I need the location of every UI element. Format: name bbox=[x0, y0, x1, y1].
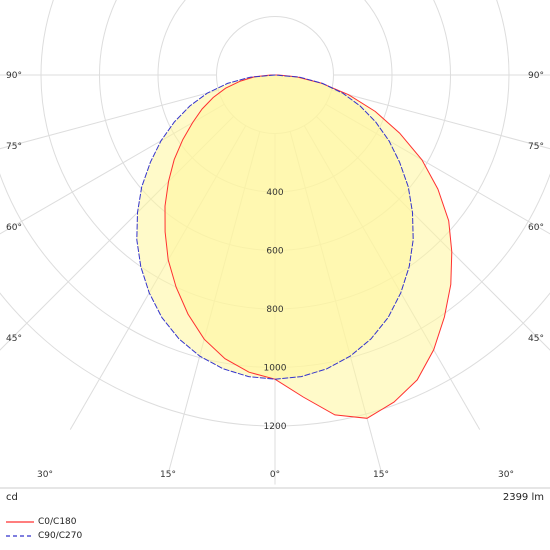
legend-swatch-solid bbox=[6, 521, 34, 523]
angle-label-left: 60° bbox=[6, 223, 22, 233]
lumen-value: 2399 lm bbox=[502, 492, 544, 503]
series-fill-1 bbox=[136, 75, 414, 380]
angle-label-right: 75° bbox=[528, 142, 544, 152]
legend: C0/C180 C90/C270 bbox=[6, 515, 82, 543]
angle-label-left: 75° bbox=[6, 142, 22, 152]
radial-tick-label: 400 bbox=[266, 188, 283, 198]
angle-label-bottom: 30° bbox=[37, 470, 53, 480]
radial-tick-label: 1000 bbox=[264, 364, 287, 374]
angle-label-bottom: 30° bbox=[498, 470, 514, 480]
grid-spoke-75 bbox=[331, 89, 550, 150]
radial-tick-label: 600 bbox=[266, 247, 283, 257]
legend-label-c90: C90/C270 bbox=[38, 531, 83, 541]
angle-label-bottom: 15° bbox=[373, 470, 389, 480]
series-curves bbox=[136, 74, 453, 419]
grid-spoke--75 bbox=[0, 89, 219, 150]
angle-label-bottom: 15° bbox=[160, 470, 176, 480]
legend-label-c0: C0/C180 bbox=[38, 517, 77, 527]
angle-label-bottom: 0° bbox=[270, 470, 280, 480]
legend-item-c90: C90/C270 bbox=[6, 529, 82, 543]
angle-label-right: 60° bbox=[528, 223, 544, 233]
legend-swatch-dashed bbox=[6, 535, 34, 537]
axis-labels: 400 600 800 1000 1200 90° 90° 75° 75° 60° 60° 45° 45… bbox=[6, 71, 544, 480]
series-fills bbox=[136, 75, 452, 419]
series-curve-1 bbox=[136, 74, 414, 380]
radial-tick-label: 800 bbox=[266, 305, 283, 315]
legend-item-c0: C0/C180 bbox=[6, 515, 82, 529]
angle-label-right: 90° bbox=[528, 71, 544, 81]
angle-label-left: 45° bbox=[6, 334, 22, 344]
angle-label-left: 90° bbox=[6, 71, 22, 81]
radial-tick-label: 1200 bbox=[264, 422, 287, 432]
series-curve-0 bbox=[164, 74, 453, 419]
unit-label: cd bbox=[6, 492, 18, 503]
angle-label-right: 45° bbox=[528, 334, 544, 344]
